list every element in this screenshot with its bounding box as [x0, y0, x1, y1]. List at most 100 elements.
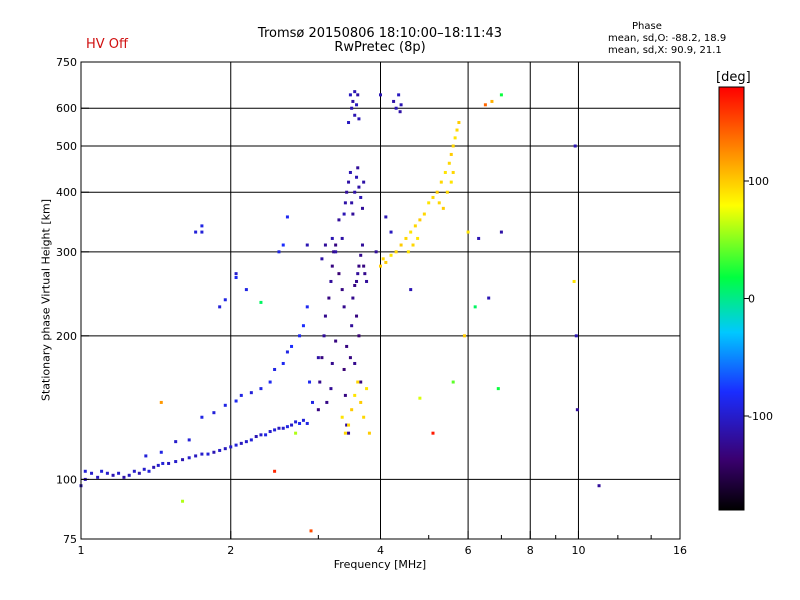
data-point: [483, 103, 487, 107]
data-point: [285, 215, 289, 219]
data-point: [357, 264, 361, 268]
data-point: [399, 103, 403, 107]
data-point: [329, 387, 333, 391]
data-point: [273, 469, 277, 473]
data-point: [362, 180, 366, 184]
data-point: [337, 218, 341, 222]
data-point: [398, 110, 402, 114]
data-point: [159, 450, 163, 454]
data-point: [334, 243, 338, 247]
data-point: [281, 426, 285, 430]
data-point: [206, 452, 210, 456]
data-point: [311, 400, 315, 404]
data-point: [320, 356, 324, 360]
data-point: [187, 456, 191, 460]
data-point: [329, 279, 333, 283]
data-point: [353, 113, 357, 117]
data-point: [159, 400, 163, 404]
data-point: [337, 272, 341, 276]
phase-stats-heading: Phase: [632, 21, 662, 32]
data-point: [330, 236, 334, 240]
data-point: [340, 288, 344, 292]
data-point: [340, 415, 344, 419]
data-point: [234, 443, 238, 447]
colorbar-tick-label: 100: [748, 175, 769, 188]
axis-ticks: 1 2 4 6 8 10 16 75 100 200 300 400 500 600 750: [56, 56, 687, 557]
data-point: [487, 296, 491, 300]
data-point: [379, 264, 382, 268]
data-point: [477, 236, 481, 240]
data-point: [340, 236, 344, 240]
data-point: [357, 117, 361, 121]
data-point: [409, 230, 413, 234]
data-point: [285, 425, 289, 429]
y-tick-label: 200: [56, 330, 77, 343]
data-point: [347, 431, 351, 435]
data-point: [418, 396, 422, 400]
data-point: [156, 463, 160, 467]
data-point: [323, 314, 327, 318]
data-point: [574, 334, 578, 338]
data-point: [392, 99, 396, 103]
data-point: [499, 230, 503, 234]
data-point: [356, 166, 360, 170]
data-point: [353, 361, 357, 365]
data-point: [105, 471, 109, 475]
data-point: [301, 324, 305, 328]
data-point: [244, 440, 248, 444]
phase-colorbar: [718, 86, 745, 511]
data-point: [374, 250, 378, 254]
data-point: [254, 435, 258, 439]
x-tick-label: 2: [227, 544, 234, 557]
data-point: [355, 175, 359, 179]
data-point: [418, 218, 422, 222]
data-point: [334, 339, 338, 343]
data-point: [350, 201, 354, 205]
y-tick-label: 600: [56, 102, 77, 115]
data-point: [218, 305, 222, 309]
data-point: [223, 403, 227, 407]
data-point: [343, 201, 347, 205]
data-point: [445, 190, 449, 194]
data-point: [347, 180, 351, 184]
data-point: [399, 243, 403, 247]
data-point: [325, 400, 329, 404]
data-point: [132, 469, 136, 473]
data-point: [449, 152, 453, 156]
chart-title: Tromsø 20150806 18:10:00–18:11:43: [257, 26, 503, 41]
data-point: [268, 430, 272, 434]
data-point: [473, 305, 477, 309]
data-point: [347, 121, 351, 125]
data-point: [416, 236, 420, 240]
data-point: [249, 438, 253, 442]
data-point: [167, 461, 171, 465]
data-point: [451, 144, 455, 148]
x-tick-label: 6: [465, 544, 472, 557]
data-point: [572, 279, 576, 283]
data-point: [239, 393, 243, 397]
data-point: [365, 387, 369, 391]
data-point: [290, 344, 294, 348]
data-point: [394, 106, 398, 110]
data-point: [330, 361, 334, 365]
data-point: [355, 103, 359, 107]
data-point: [320, 257, 324, 261]
data-point: [322, 334, 326, 338]
data-point: [394, 250, 398, 254]
data-point: [411, 243, 415, 247]
data-point: [353, 90, 357, 94]
data-point: [200, 415, 204, 419]
data-point: [343, 431, 347, 435]
data-point: [462, 334, 466, 338]
grid-lines: [81, 62, 680, 539]
data-point: [389, 253, 393, 257]
data-point: [351, 296, 355, 300]
data-point: [249, 391, 253, 395]
data-point: [318, 380, 322, 384]
data-point: [443, 170, 447, 174]
data-point: [404, 236, 408, 240]
data-point: [342, 305, 346, 309]
data-point: [367, 431, 371, 435]
data-point: [490, 99, 494, 103]
